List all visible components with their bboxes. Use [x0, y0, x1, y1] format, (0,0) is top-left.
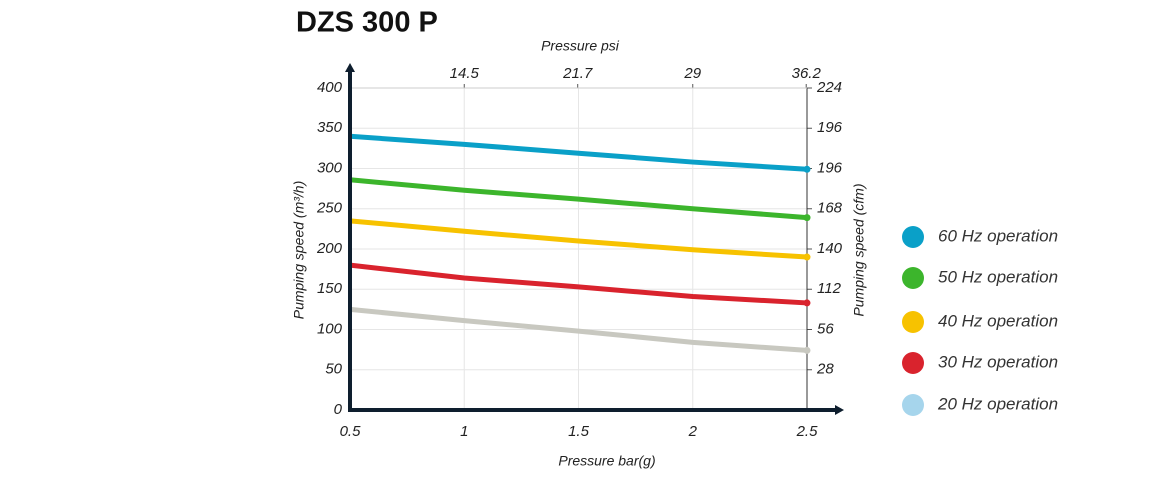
x2-tick-label: 29: [683, 65, 701, 82]
legend-label: 50 Hz operation: [938, 267, 1058, 286]
y-tick-label: 400: [317, 79, 343, 96]
x-tick-label: 1.5: [568, 423, 590, 440]
series-line: [349, 262, 808, 306]
series-line: [349, 306, 808, 353]
y-tick-label: 0: [334, 401, 343, 418]
y-tick-label: 300: [317, 159, 343, 176]
series-line: [349, 177, 808, 221]
x2-axis-label: Pressure psi: [541, 38, 620, 54]
y-tick-label: 350: [317, 119, 343, 136]
x-axis-label: Pressure bar(g): [558, 453, 655, 469]
end-point: [803, 299, 811, 307]
series-line: [349, 133, 808, 172]
end-point: [803, 165, 811, 173]
x-axis-arrow: [835, 405, 844, 415]
end-point: [803, 214, 811, 222]
y-tick-label: 250: [316, 200, 343, 217]
legend-marker: [902, 311, 924, 333]
y2-tick-label: 28: [816, 361, 834, 378]
x-tick-label: 2: [688, 423, 698, 440]
y2-tick-label: 56: [817, 320, 834, 337]
x2-tick-label: 36.2: [792, 65, 822, 82]
y2-tick-label: 112: [817, 280, 842, 297]
series-line: [349, 218, 808, 260]
x2-tick-label: 14.5: [450, 65, 480, 82]
x-tick-label: 2.5: [796, 423, 819, 440]
y2-tick-label: 140: [817, 240, 843, 257]
y-tick-label: 50: [325, 361, 342, 378]
x-tick-label: 1: [460, 423, 468, 440]
y2-tick-label: 168: [817, 200, 843, 217]
legend-label: 60 Hz operation: [938, 226, 1058, 245]
legend-label: 40 Hz operation: [938, 311, 1058, 330]
y-axis-arrow: [345, 63, 355, 72]
legend-label: 20 Hz operation: [937, 394, 1058, 413]
legend-label: 30 Hz operation: [938, 352, 1058, 371]
end-point: [803, 253, 811, 261]
y2-axis-label: Pumping speed (cfm): [851, 183, 867, 316]
y-axis-label: Pumping speed (m³/h): [291, 181, 307, 320]
y-tick-label: 200: [316, 240, 343, 257]
chart-title: DZS 300 P: [296, 7, 438, 39]
y2-tick-label: 224: [816, 79, 842, 96]
x2-tick-label: 21.7: [562, 65, 593, 82]
legend-marker: [902, 226, 924, 248]
y-tick-label: 100: [317, 320, 343, 337]
x-tick-label: 0.5: [340, 423, 362, 440]
legend-marker: [902, 267, 924, 289]
end-point: [803, 346, 811, 354]
legend-marker: [902, 352, 924, 374]
legend-marker: [902, 394, 924, 416]
y-tick-label: 150: [317, 280, 343, 297]
y2-tick-label: 196: [817, 159, 843, 176]
y2-tick-label: 196: [817, 119, 843, 136]
